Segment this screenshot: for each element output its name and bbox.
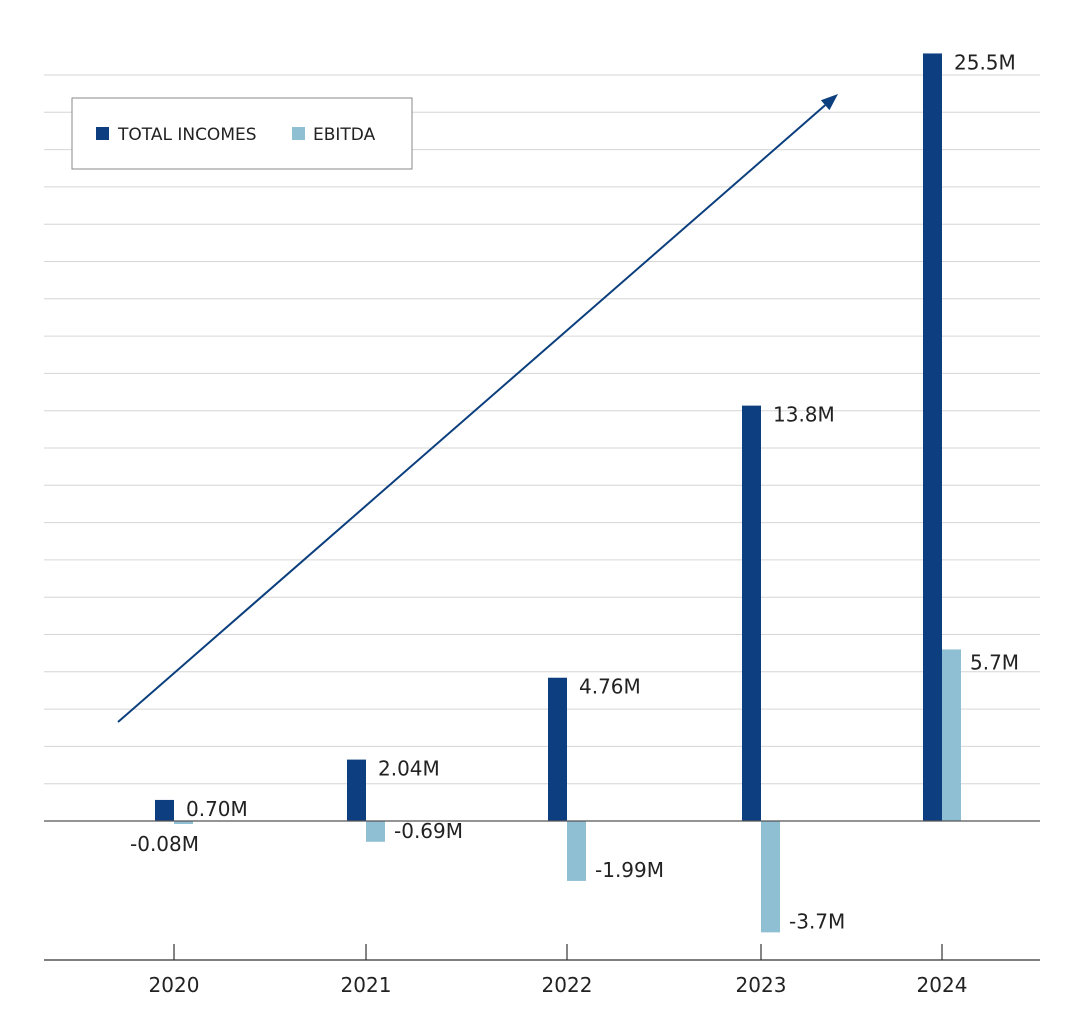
bar-total-incomes-2023: [742, 405, 761, 821]
legend-swatch-total-incomes: [96, 127, 109, 140]
x-tick-label-2020: 2020: [149, 973, 200, 997]
legend: TOTAL INCOMES EBITDA: [71, 97, 413, 170]
gridlines: [44, 74, 1040, 785]
x-axis-ticks: 2020 2021 2022 2023 2024: [149, 944, 968, 997]
bar-ebitda-2020: [174, 821, 193, 824]
bar-total-incomes-2024: [923, 53, 942, 821]
bar-ebitda-2023: [761, 821, 780, 933]
data-labels: 0.70M -0.08M 2.04M -0.69M 4.76M -1.99M 13.8M -3…: [130, 50, 1019, 933]
bar-ebitda-2021: [366, 821, 385, 842]
legend-swatch-ebitda: [292, 127, 305, 140]
label-total-incomes-2021: 2.04M: [378, 757, 440, 781]
x-tick-label-2021: 2021: [341, 973, 392, 997]
legend-box: [71, 97, 413, 170]
legend-label-ebitda: EBITDA: [313, 125, 376, 145]
legend-label-total-incomes: TOTAL INCOMES: [117, 125, 257, 145]
label-ebitda-2024: 5.7M: [970, 650, 1019, 674]
x-tick-label-2024: 2024: [917, 973, 968, 997]
bar-ebitda-2024: [942, 649, 961, 821]
x-tick-label-2023: 2023: [736, 973, 787, 997]
label-ebitda-2022: -1.99M: [595, 858, 664, 882]
label-total-incomes-2022: 4.76M: [579, 675, 641, 699]
label-ebitda-2023: -3.7M: [789, 909, 845, 933]
trend-arrow: [117, 104, 826, 723]
label-total-incomes-2024: 25.5M: [954, 50, 1016, 74]
bar-ebitda-2022: [567, 821, 586, 881]
x-tick-label-2022: 2022: [542, 973, 593, 997]
label-total-incomes-2023: 13.8M: [773, 403, 835, 427]
bar-total-incomes-2022: [548, 677, 567, 821]
trend-arrow-head: [820, 94, 838, 111]
bars: [155, 53, 961, 933]
label-total-incomes-2020: 0.70M: [186, 797, 248, 821]
bar-total-incomes-2021: [347, 759, 366, 821]
bar-total-incomes-2020: [155, 799, 174, 821]
label-ebitda-2021: -0.69M: [394, 819, 463, 843]
label-ebitda-2020: -0.08M: [130, 832, 199, 856]
